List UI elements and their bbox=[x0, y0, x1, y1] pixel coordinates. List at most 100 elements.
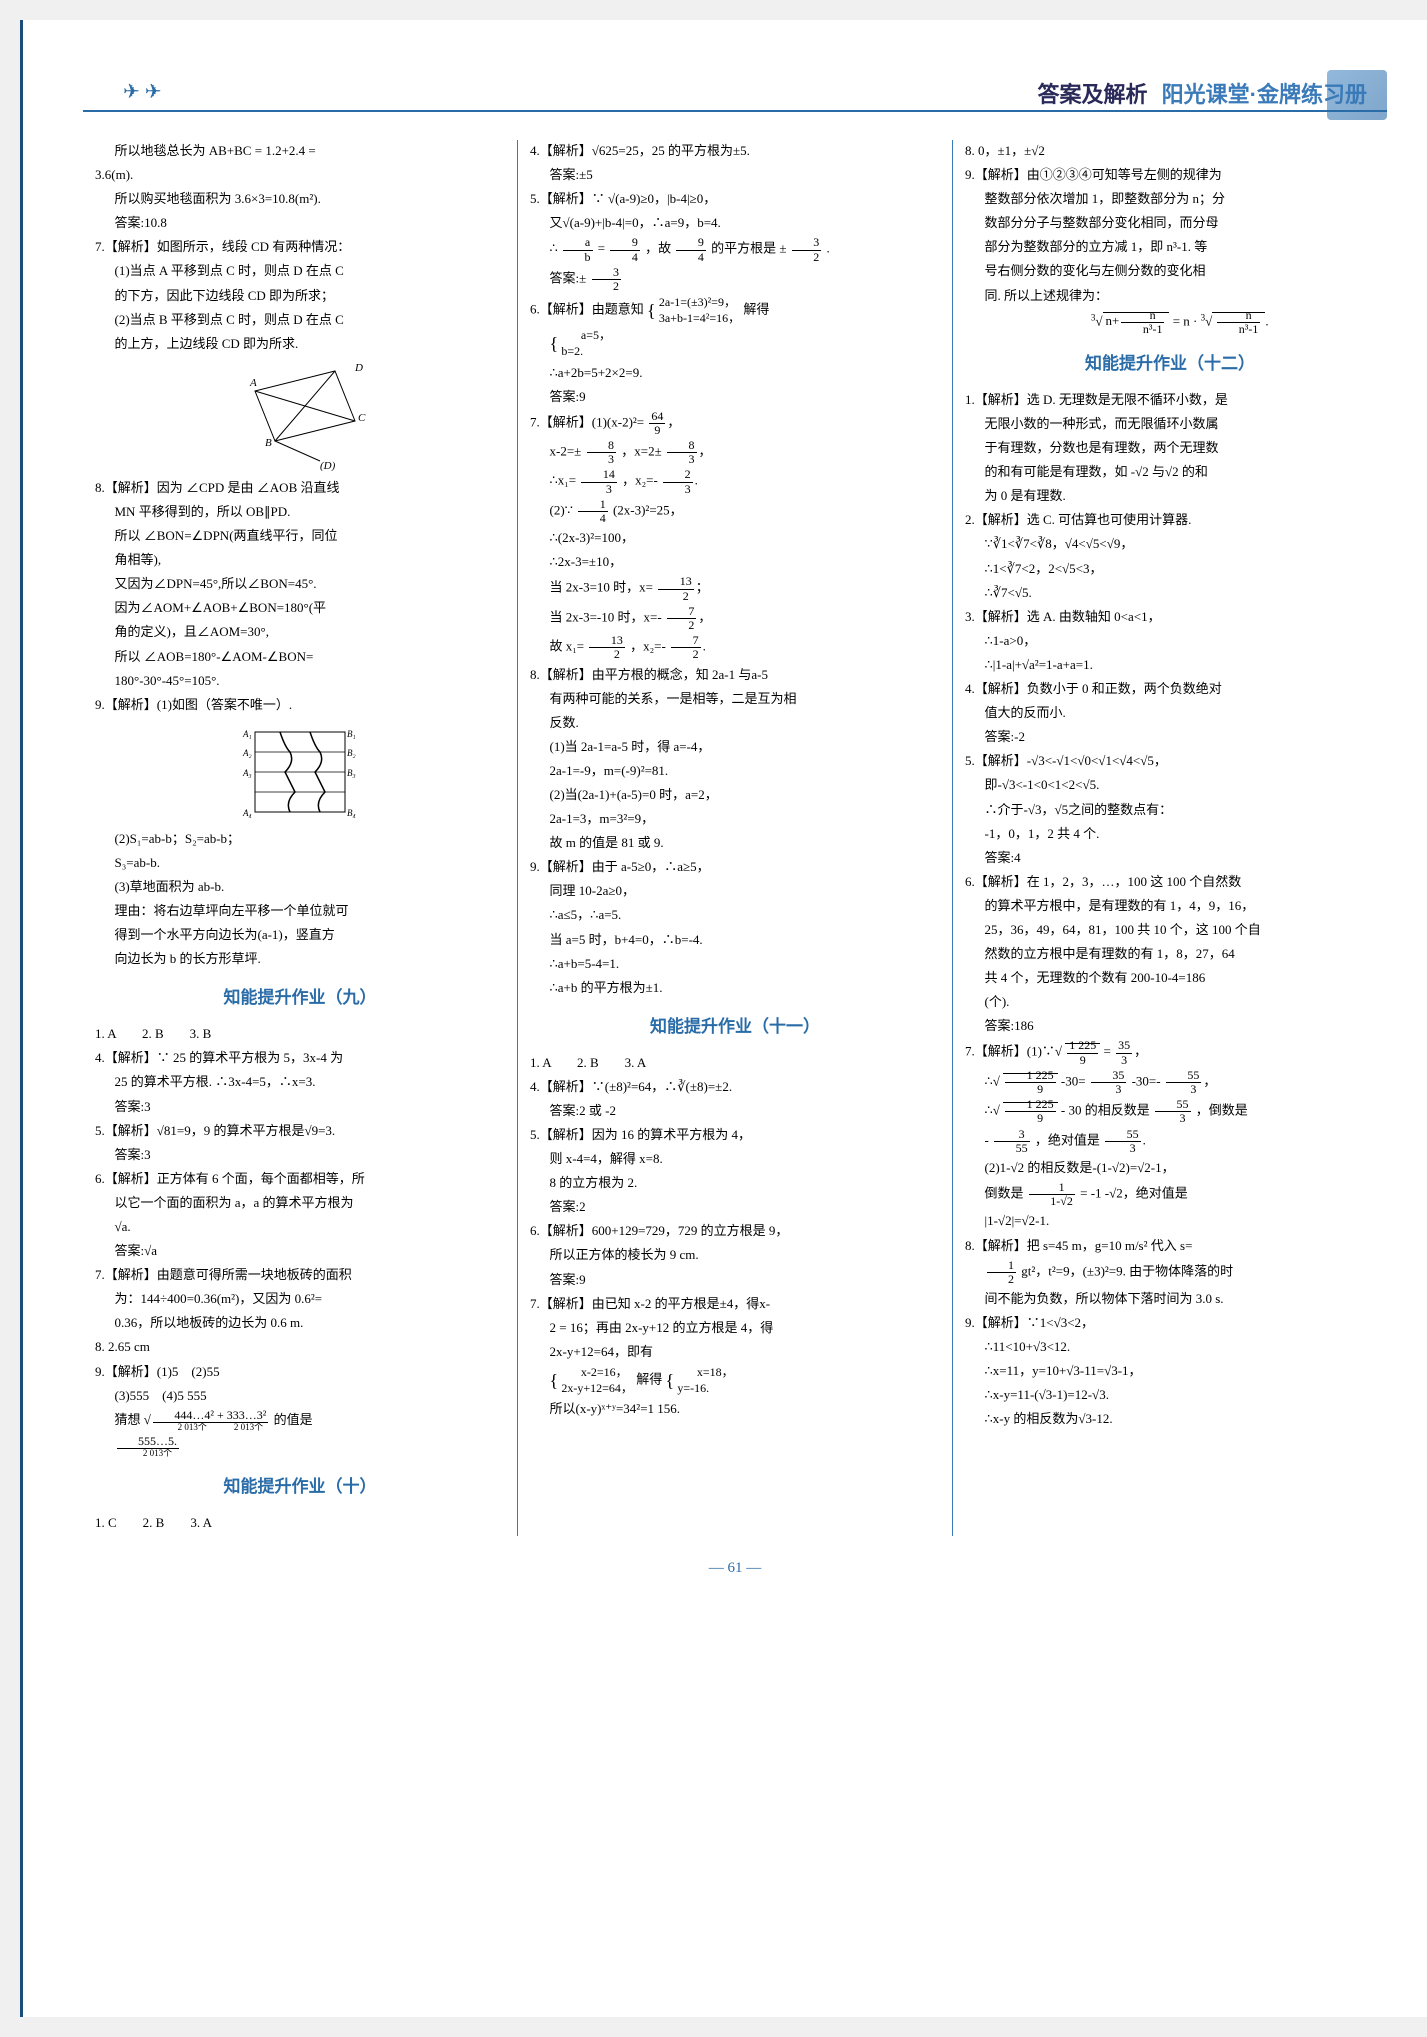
text: 所以 ∠BON=∠DPN(两直线平行，同位 bbox=[95, 525, 505, 547]
text: 猜想 √444…4² + 333…3²2 013个 2 013个 的值是 bbox=[95, 1409, 505, 1433]
t: ，x₂=- bbox=[622, 473, 658, 488]
t: ∴√ bbox=[985, 1074, 1000, 1089]
question-7: 7.【解析】(1)(x-2)²= 649， bbox=[530, 410, 940, 437]
text: 180°-30°-45°=105°. bbox=[95, 670, 505, 692]
answer: 答案:2 bbox=[530, 1196, 940, 1218]
text: -1，0，1，2 共 4 个. bbox=[965, 823, 1375, 845]
t: ∴ bbox=[550, 241, 558, 256]
t: ，倒数是 bbox=[1196, 1103, 1248, 1118]
svg-text:B: B bbox=[265, 437, 272, 449]
t: 当 2x-3=-10 时，x=- bbox=[550, 609, 662, 624]
answer: 答案:9 bbox=[530, 1269, 940, 1291]
text: ∴a+b=5-4=1. bbox=[530, 953, 940, 975]
text: 0.36，所以地板砖的边长为 0.6 m. bbox=[95, 1312, 505, 1334]
text: (1)当点 A 平移到点 C 时，则点 D 在点 C bbox=[95, 260, 505, 282]
t: ∴x₁= bbox=[550, 473, 577, 488]
text: 所以地毯总长为 AB+BC = 1.2+2.4 = bbox=[95, 140, 505, 162]
question-5: 5.【解析】∵ √(a-9)≥0，|b-4|≥0， bbox=[530, 188, 940, 210]
text: 故 x₁= 132 ，x₂=- 72. bbox=[530, 634, 940, 661]
figure-grid: A₁ B₁ A₂ B₂ A₃ B₃ A₄ B₄ bbox=[95, 722, 505, 822]
text: 2a-1=3，m=3²=9， bbox=[530, 808, 940, 830]
question-7: 7.【解析】由题意可得所需一块地板砖的面积 bbox=[95, 1264, 505, 1286]
text: 无限小数的一种形式，而无限循环小数属 bbox=[965, 413, 1375, 435]
question-6: 6.【解析】600+129=729，729 的立方根是 9， bbox=[530, 1220, 940, 1242]
question-8: 8.【解析】把 s=45 m，g=10 m/s² 代入 s= bbox=[965, 1235, 1375, 1257]
answers-1-3: 1. A 2. B 3. A bbox=[530, 1052, 940, 1074]
answer: 答案:√a bbox=[95, 1240, 505, 1262]
text: 又√(a-9)+|b-4|=0，∴a=9，b=4. bbox=[530, 212, 940, 234]
text: ∴a+2b=5+2×2=9. bbox=[530, 362, 940, 384]
text: ∴(2x-3)²=100， bbox=[530, 527, 940, 549]
t: 故 x₁= bbox=[550, 639, 585, 654]
text: ∴11<10+√3<12. bbox=[965, 1336, 1375, 1358]
text: 的和有可能是有理数，如 -√2 与√2 的和 bbox=[965, 461, 1375, 483]
text: 即-√3<-1<0<1<2<√5. bbox=[965, 774, 1375, 796]
svg-text:B₃: B₃ bbox=[347, 768, 356, 778]
column-2: 4.【解析】√625=25，25 的平方根为±5. 答案:±5 5.【解析】∵ … bbox=[517, 140, 952, 1536]
text: 向边长为 b 的长方形草坪. bbox=[95, 948, 505, 970]
page: ✈ ✈ 答案及解析 阳光课堂·金牌练习册 所以地毯总长为 AB+BC = 1.2… bbox=[20, 20, 1427, 2017]
text: 同理 10-2a≥0， bbox=[530, 880, 940, 902]
question-5: 5.【解析】因为 16 的算术平方根为 4， bbox=[530, 1124, 940, 1146]
question-9: 9.【解析】由于 a-5≥0，∴a≥5， bbox=[530, 856, 940, 878]
text: 8 的立方根为 2. bbox=[530, 1172, 940, 1194]
text: √a. bbox=[95, 1216, 505, 1238]
t: 3a+b-1=4²=16， bbox=[659, 311, 740, 325]
text: 2 = 16；再由 2x-y+12 的立方根是 4，得 bbox=[530, 1317, 940, 1339]
text: ∴介于-√3，√5之间的整数点有： bbox=[965, 799, 1375, 821]
text: 故 m 的值是 81 或 9. bbox=[530, 832, 940, 854]
text: x-2=± 83 ，x=2± 83， bbox=[530, 439, 940, 466]
text: 因为∠AOM+∠AOB+∠BON=180°(平 bbox=[95, 597, 505, 619]
text: 2x-y+12=64，即有 bbox=[530, 1341, 940, 1363]
t: 8.【解析】把 s=45 m，g=10 m/s² 代入 s= bbox=[965, 1238, 1192, 1253]
text: (1)当 2a-1=a-5 时，得 a=-4， bbox=[530, 736, 940, 758]
text: ∴√ 1 2259 - 30 的相反数是 553 ，倒数是 bbox=[965, 1098, 1375, 1125]
answer: 答案:± 32 bbox=[530, 266, 940, 293]
section-title-11: 知能提升作业（十一） bbox=[530, 1013, 940, 1042]
question-4: 4.【解析】√625=25，25 的平方根为±5. bbox=[530, 140, 940, 162]
svg-text:A: A bbox=[249, 377, 257, 389]
text: 以它一个面的面积为 a，a 的算术平方根为 bbox=[95, 1192, 505, 1214]
t: 解得 bbox=[636, 1372, 662, 1387]
text: 12 gt²，t²=9，(±3)²=9. 由于物体降落的时 bbox=[965, 1259, 1375, 1286]
text: (2)当点 B 平移到点 C 时，则点 D 在点 C bbox=[95, 309, 505, 331]
t: b=2. bbox=[561, 344, 583, 358]
text: 当 a=5 时，b+4=0，∴b=-4. bbox=[530, 929, 940, 951]
question-4: 4.【解析】∵(±8)²=64，∴∛(±8)=±2. bbox=[530, 1076, 940, 1098]
question-9: 9.【解析】∵1<√3<2， bbox=[965, 1312, 1375, 1334]
text: 有两种可能的关系，一是相等，二是互为相 bbox=[530, 688, 940, 710]
text: ∴1<∛7<2，2<√5<3， bbox=[965, 558, 1375, 580]
text: (2)∵ 14 (2x-3)²=25， bbox=[530, 498, 940, 525]
text: (2)当(2a-1)+(a-5)=0 时，a=2， bbox=[530, 784, 940, 806]
text: ∴ ab = 94 ，故 94 的平方根是 ± 32 . bbox=[530, 236, 940, 263]
text: 25，36，49，64，81，100 共 10 个，这 100 个自 bbox=[965, 919, 1375, 941]
text: 于有理数，分数也是有理数，两个无理数 bbox=[965, 437, 1375, 459]
text: 所以(x-y)ˣ⁺ʸ=34²=1 156. bbox=[530, 1398, 940, 1420]
t: = -1 -√2，绝对值是 bbox=[1080, 1186, 1188, 1201]
page-number: — 61 — bbox=[83, 1556, 1387, 1582]
question-6: 6.【解析】正方体有 6 个面，每个面都相等，所 bbox=[95, 1168, 505, 1190]
text: |1-√2|=√2-1. bbox=[965, 1210, 1375, 1232]
answer: 答案:186 bbox=[965, 1015, 1375, 1037]
answer: 答案:9 bbox=[530, 386, 940, 408]
guess-den2: 2 013个 bbox=[117, 1449, 180, 1459]
t: 当 2x-3=10 时，x= bbox=[550, 580, 654, 595]
answer: 答案:3 bbox=[95, 1144, 505, 1166]
text: ∴a≤5，∴a=5. bbox=[530, 904, 940, 926]
t: ，x=2± bbox=[621, 444, 661, 459]
t: = bbox=[1104, 1044, 1111, 1059]
t: x=18， bbox=[697, 1365, 734, 1379]
t: ，绝对值是 bbox=[1035, 1132, 1100, 1147]
text: 为 0 是有理数. bbox=[965, 485, 1375, 507]
text: ∴√ 1 2259 -30= 353 -30=- 553， bbox=[965, 1069, 1375, 1096]
t: - 30 的相反数是 bbox=[1061, 1103, 1150, 1118]
t: ∴√ bbox=[985, 1103, 1000, 1118]
question-8: 8.【解析】由平方根的概念，知 2a-1 与a-5 bbox=[530, 664, 940, 686]
text: ∴|1-a|+√a²=1-a+a=1. bbox=[965, 654, 1375, 676]
text: 555…5.2 013个 bbox=[95, 1435, 505, 1459]
text: 同. 所以上述规律为： bbox=[965, 285, 1375, 307]
text: (3)555 (4)5 555 bbox=[95, 1385, 505, 1407]
question-8: 8. 2.65 cm bbox=[95, 1336, 505, 1358]
text: 的下方，因此下边线段 CD 即为所求； bbox=[95, 285, 505, 307]
question-2: 2.【解析】选 C. 可估算也可使用计算器. bbox=[965, 509, 1375, 531]
